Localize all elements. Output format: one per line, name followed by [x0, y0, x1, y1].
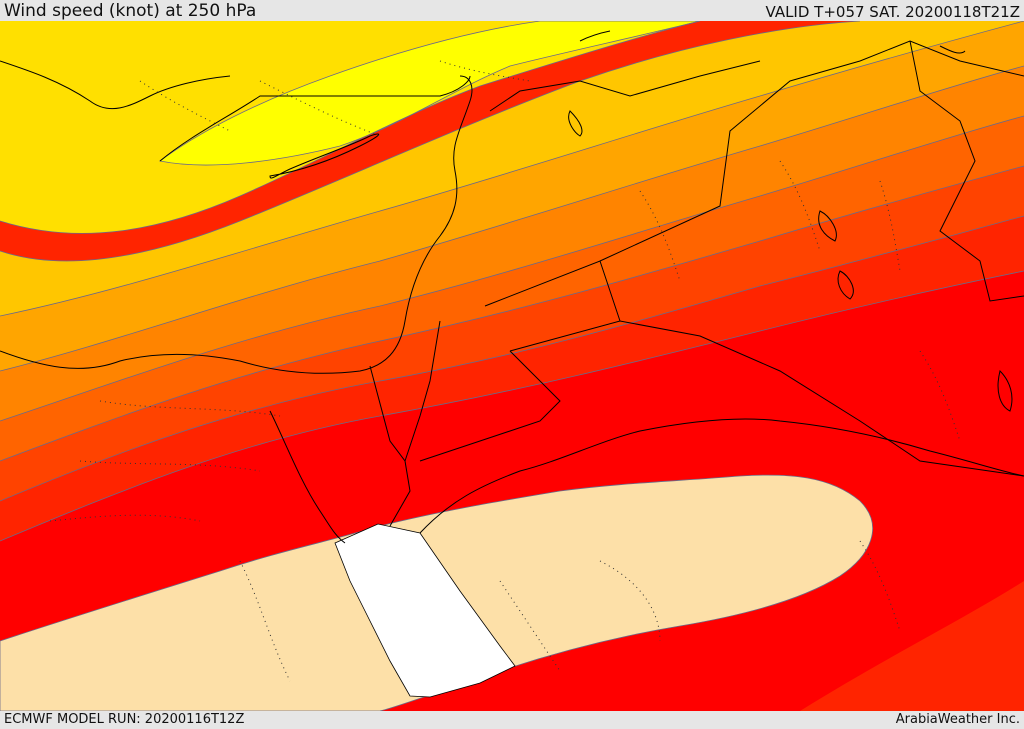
wind-band-7	[0, 216, 1024, 541]
footer-bar: ECMWF MODEL RUN: 20200116T12Z ArabiaWeat…	[0, 711, 1024, 729]
wind-speed-map[interactable]	[0, 21, 1024, 711]
wind-band-5	[0, 116, 1024, 461]
jet-core	[159, 21, 701, 166]
wind-band-6	[0, 166, 1024, 501]
model-run-label: ECMWF MODEL RUN: 20200116T12Z	[4, 712, 245, 727]
wind-band-4	[0, 66, 1024, 421]
map-canvas	[0, 21, 1024, 711]
internal-boundaries	[49, 60, 961, 682]
credit-label: ArabiaWeather Inc.	[895, 712, 1020, 727]
valid-time: VALID T+057 SAT. 20200118T21Z	[765, 3, 1020, 21]
wind-band-2	[0, 21, 1024, 316]
coastlines	[0, 30, 1024, 544]
wind-band-3	[0, 21, 1024, 371]
contour-lines	[0, 21, 1024, 542]
map-title: Wind speed (knot) at 250 hPa	[4, 1, 257, 21]
header-bar: Wind speed (knot) at 250 hPa VALID T+057…	[0, 0, 1024, 21]
